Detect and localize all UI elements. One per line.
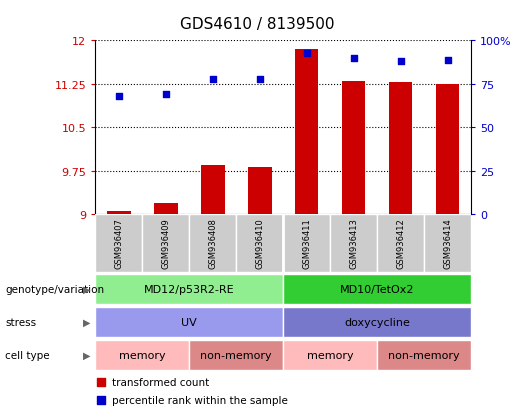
Text: GDS4610 / 8139500: GDS4610 / 8139500 xyxy=(180,17,335,31)
Text: genotype/variation: genotype/variation xyxy=(5,284,104,294)
Text: GSM936411: GSM936411 xyxy=(302,218,311,268)
Bar xyxy=(190,215,236,273)
Bar xyxy=(142,215,190,273)
Point xyxy=(209,76,217,83)
Point xyxy=(303,50,311,57)
Point xyxy=(443,57,452,64)
Text: UV: UV xyxy=(181,317,197,327)
Bar xyxy=(95,274,283,304)
Text: non-memory: non-memory xyxy=(388,350,460,360)
Bar xyxy=(436,85,459,215)
Bar xyxy=(377,215,424,273)
Text: stress: stress xyxy=(5,317,36,327)
Text: cell type: cell type xyxy=(5,350,50,360)
Text: memory: memory xyxy=(307,350,354,360)
Text: GSM936414: GSM936414 xyxy=(443,218,452,268)
Text: memory: memory xyxy=(119,350,166,360)
Bar xyxy=(330,215,377,273)
Text: GSM936410: GSM936410 xyxy=(255,218,264,268)
Point xyxy=(255,76,264,83)
Text: GSM936408: GSM936408 xyxy=(208,218,217,268)
Bar xyxy=(95,215,142,273)
Text: MD12/p53R2-RE: MD12/p53R2-RE xyxy=(144,284,234,294)
Bar xyxy=(283,215,330,273)
Bar xyxy=(389,83,413,215)
Bar xyxy=(424,215,471,273)
Text: ▶: ▶ xyxy=(82,284,90,294)
Bar xyxy=(342,82,366,215)
Bar xyxy=(283,340,377,370)
Point xyxy=(97,396,105,403)
Bar xyxy=(190,340,283,370)
Bar xyxy=(95,340,190,370)
Point xyxy=(115,93,123,100)
Text: percentile rank within the sample: percentile rank within the sample xyxy=(112,394,288,405)
Text: GSM936409: GSM936409 xyxy=(161,218,170,268)
Bar xyxy=(107,212,130,215)
Point xyxy=(397,59,405,65)
Bar xyxy=(248,167,271,215)
Bar xyxy=(201,166,225,215)
Text: ▶: ▶ xyxy=(82,350,90,360)
Text: GSM936412: GSM936412 xyxy=(396,218,405,268)
Bar xyxy=(295,50,318,215)
Text: GSM936413: GSM936413 xyxy=(349,218,358,268)
Bar xyxy=(377,340,471,370)
Bar xyxy=(95,307,283,337)
Text: non-memory: non-memory xyxy=(200,350,272,360)
Point xyxy=(350,55,358,62)
Point xyxy=(162,92,170,98)
Text: doxycycline: doxycycline xyxy=(345,317,410,327)
Text: transformed count: transformed count xyxy=(112,377,210,387)
Text: ▶: ▶ xyxy=(82,317,90,327)
Bar xyxy=(283,274,471,304)
Text: MD10/TetOx2: MD10/TetOx2 xyxy=(340,284,415,294)
Bar xyxy=(236,215,283,273)
Point xyxy=(97,379,105,385)
Bar xyxy=(154,203,178,215)
Text: GSM936407: GSM936407 xyxy=(114,218,123,268)
Bar xyxy=(283,307,471,337)
